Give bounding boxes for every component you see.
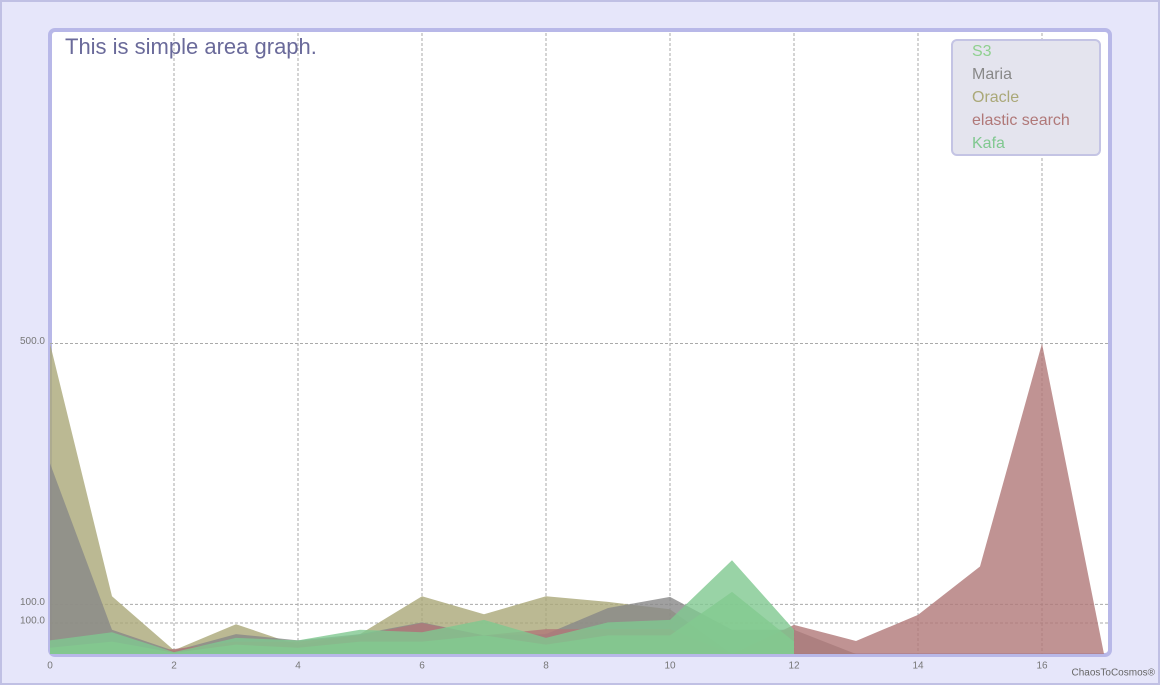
- axes: 100.0 100.0 500.0 0 2 4 6 8 10 12 14 16: [20, 336, 1048, 672]
- x-tick-label: 2: [171, 661, 177, 672]
- areas: [50, 343, 1104, 654]
- legend-label: S3: [972, 43, 992, 60]
- area: [50, 343, 1104, 654]
- legend-label: Oracle: [972, 89, 1019, 106]
- x-tick-label: 0: [47, 661, 53, 672]
- chart-title: This is simple area graph.: [65, 34, 317, 59]
- plot-panel: [48, 28, 1112, 657]
- x-tick-label: 12: [788, 661, 800, 672]
- y-tick-label: 100.0: [20, 597, 45, 608]
- legend-label: elastic search: [972, 112, 1070, 129]
- legend-box: [951, 39, 1101, 156]
- legend-label: Maria: [972, 66, 1012, 83]
- x-tick-label: 16: [1036, 661, 1048, 672]
- area: [50, 560, 794, 654]
- x-tick-label: 14: [912, 661, 924, 672]
- y-tick-label: 100.0: [20, 616, 45, 627]
- x-tick-label: 8: [543, 661, 549, 672]
- area: [50, 463, 856, 654]
- x-tick-label: 6: [419, 661, 425, 672]
- x-tick-label: 4: [295, 661, 301, 672]
- watermark: ChaosToCosmos®: [1071, 668, 1155, 679]
- legend-label: Kafa: [972, 135, 1005, 152]
- x-tick-label: 10: [664, 661, 676, 672]
- y-tick-label: 500.0: [20, 336, 45, 347]
- legend: S3 Maria Oracle elastic search Kafa: [972, 43, 1070, 152]
